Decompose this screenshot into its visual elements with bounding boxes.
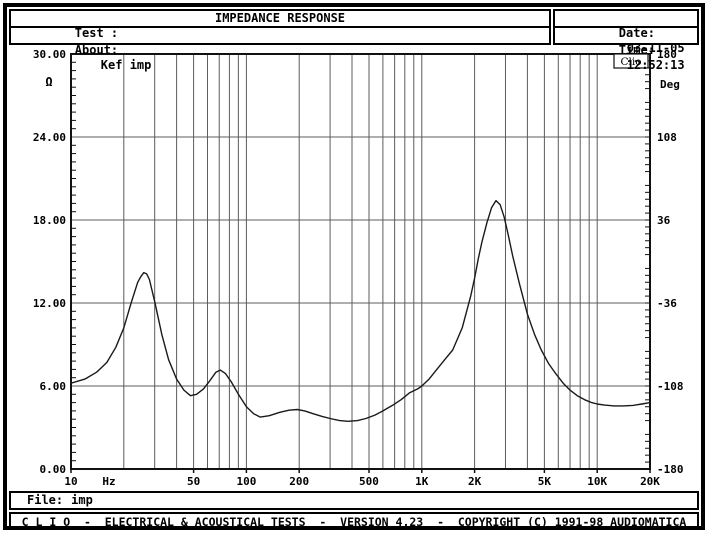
x-axis-unit-label: Hz	[102, 475, 115, 488]
about-row: About: Kef imp	[11, 26, 549, 72]
file-bar: File: imp	[9, 491, 699, 510]
x-axis-tick-label: 50	[187, 475, 200, 488]
x-axis-tick-label: 100	[236, 475, 256, 488]
time-row: Time: 12:52:13	[555, 26, 697, 72]
x-axis-tick-label: 500	[359, 475, 379, 488]
x-axis-tick-label: 20K	[640, 475, 660, 488]
y-left-tick-label: 6.00	[40, 380, 67, 393]
x-axis-tick-label: 1K	[415, 475, 429, 488]
y-right-tick-label: 108	[657, 131, 677, 144]
y-right-tick-label: -180	[657, 463, 684, 476]
about-label: About:	[74, 43, 119, 57]
test-row: Test : IMPEDANCE RESPONSE	[11, 11, 549, 40]
file-value: imp	[71, 493, 93, 507]
credits-bar: C L I O - ELECTRICAL & ACOUSTICAL TESTS …	[9, 512, 699, 530]
plot-border	[70, 53, 651, 470]
impedance-chart: Clio 30.00 24.00 18.00 12.00 6.00 0.00 Ω 180 108 3…	[33, 48, 684, 488]
page-title: IMPEDANCE RESPONSE	[214, 11, 346, 25]
time-value: 12:52:13	[626, 58, 685, 72]
y-right-tick-label: 180	[657, 48, 677, 61]
y-right-tick-label: 36	[657, 214, 671, 227]
date-row: Date: 03-11-05	[555, 11, 697, 55]
header-left-box: Test : IMPEDANCE RESPONSE About: Kef imp	[9, 9, 551, 72]
clio-badge-box	[613, 53, 649, 69]
clio-badge-label: Clio	[620, 56, 641, 68]
y-right-unit-label: Deg	[660, 78, 680, 91]
file-label: File:	[27, 493, 64, 507]
x-axis-tick-label: 2K	[468, 475, 482, 488]
header-datetime-box: Date: 03-11-05 Time: 12:52:13	[553, 9, 699, 72]
y-left-tick-label: 24.00	[33, 131, 66, 144]
chart-area: Clio 30.00 24.00 18.00 12.00 6.00 0.00 Ω 180 108 3…	[9, 45, 701, 491]
x-axis-tick-label: 200	[289, 475, 309, 488]
time-label: Time:	[618, 43, 655, 57]
y-left-tick-label: 0.00	[40, 463, 67, 476]
y-left-tick-label: 30.00	[33, 48, 66, 61]
y-left-tick-label: 18.00	[33, 214, 66, 227]
impedance-curve	[70, 199, 651, 422]
x-axis-tick-label: 5K	[538, 475, 552, 488]
y-right-tick-label: -36	[657, 297, 677, 310]
header: Test : IMPEDANCE RESPONSE About: Kef imp…	[9, 9, 699, 72]
test-label: Test :	[74, 26, 119, 40]
about-value: Kef imp	[100, 58, 152, 72]
y-left-tick-label: 12.00	[33, 297, 66, 310]
y-left-unit-label: Ω	[45, 75, 52, 89]
x-axis-tick-label: 10K	[587, 475, 607, 488]
date-value: 03-11-05	[626, 41, 685, 55]
date-label: Date:	[618, 26, 655, 40]
y-right-tick-label: -108	[657, 380, 684, 393]
x-axis-tick-label: 10	[64, 475, 77, 488]
clio-window: Test : IMPEDANCE RESPONSE About: Kef imp…	[3, 3, 705, 530]
